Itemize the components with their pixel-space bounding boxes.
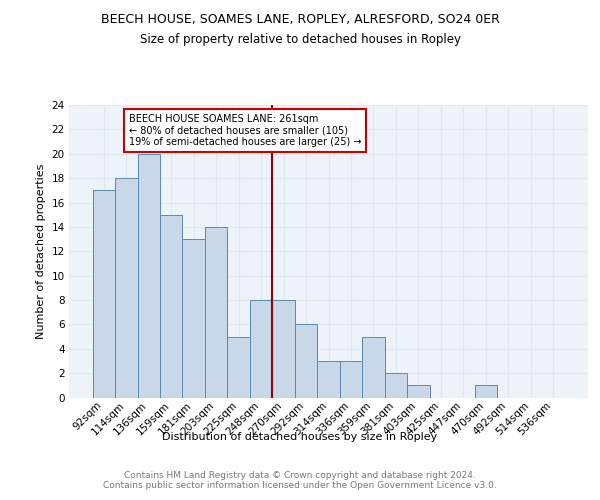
Bar — [295, 324, 317, 398]
Bar — [317, 361, 340, 398]
Bar — [385, 373, 407, 398]
Bar — [160, 214, 182, 398]
Bar — [115, 178, 137, 398]
Bar — [137, 154, 160, 398]
Y-axis label: Number of detached properties: Number of detached properties — [36, 164, 46, 339]
Bar — [250, 300, 272, 398]
Text: BEECH HOUSE SOAMES LANE: 261sqm
← 80% of detached houses are smaller (105)
19% o: BEECH HOUSE SOAMES LANE: 261sqm ← 80% of… — [128, 114, 361, 146]
Bar — [362, 336, 385, 398]
Bar — [407, 386, 430, 398]
Text: BEECH HOUSE, SOAMES LANE, ROPLEY, ALRESFORD, SO24 0ER: BEECH HOUSE, SOAMES LANE, ROPLEY, ALRESF… — [101, 12, 499, 26]
Bar — [475, 386, 497, 398]
Bar — [205, 227, 227, 398]
Text: Distribution of detached houses by size in Ropley: Distribution of detached houses by size … — [163, 432, 437, 442]
Bar — [272, 300, 295, 398]
Text: Contains HM Land Registry data © Crown copyright and database right 2024.
Contai: Contains HM Land Registry data © Crown c… — [103, 470, 497, 490]
Bar — [182, 239, 205, 398]
Bar — [92, 190, 115, 398]
Text: Size of property relative to detached houses in Ropley: Size of property relative to detached ho… — [139, 32, 461, 46]
Bar — [227, 336, 250, 398]
Bar — [340, 361, 362, 398]
